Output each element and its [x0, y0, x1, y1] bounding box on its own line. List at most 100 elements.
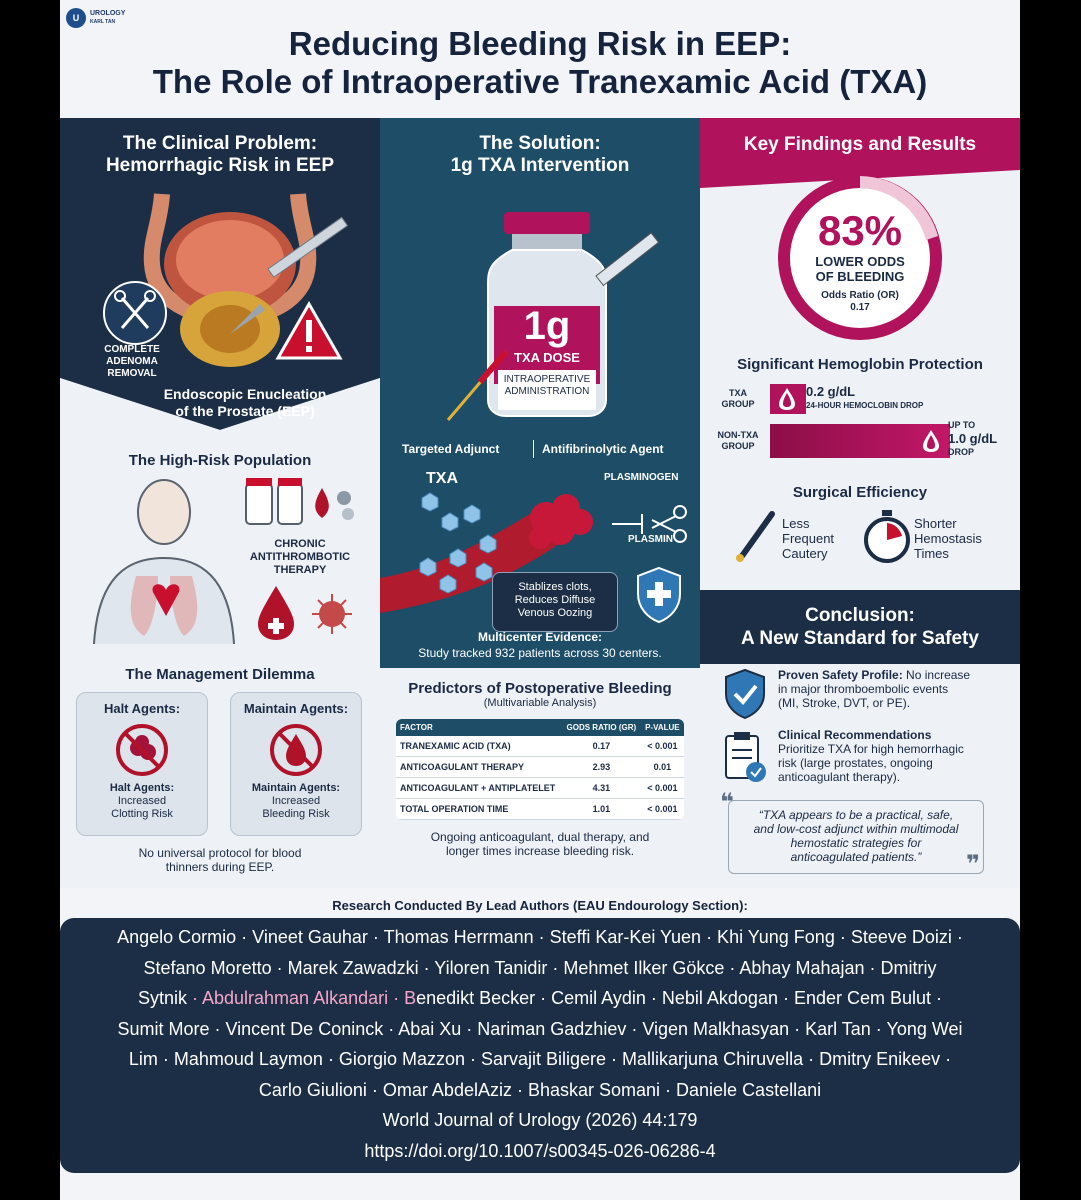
author-line: Sumit More · Vincent De Coninck · Abai X… — [117, 1018, 963, 1039]
logo-line2: KARL TAN — [90, 19, 116, 25]
efficiency-cautery: Less Frequent Cautery — [782, 516, 835, 561]
solution-panel: The Solution: 1g TXA Intervention 1g TXA… — [380, 118, 700, 888]
urology-logo: U UROLOGY KARL TAN — [66, 8, 125, 28]
table-cell: TRANEXAMIC ACID (TXA) — [396, 736, 562, 757]
table-header-row: FACTOR GODS RATIO (GR) P-VALUE — [396, 719, 684, 736]
medication-bottles-icon — [245, 478, 354, 525]
table-note: Ongoing anticoagulant, dual therapy, and… — [430, 830, 650, 858]
journal-citation: World Journal of Urology (2026) 44:179 — [382, 1110, 698, 1130]
table-row: ANTICOAGULANT + ANTIPLATELET 4.31 < 0.00… — [396, 777, 684, 799]
author-line: Stefano Moretto · Marek Zawadzki · Yilor… — [143, 957, 937, 978]
tag-targeted-adjunct: Targeted Adjunct — [402, 442, 500, 456]
table-cell: 1.01 — [561, 798, 641, 820]
high-risk-population-title: The High-Risk Population — [128, 452, 312, 469]
highlighted-author: · Abdulrahman Alkandari · B — [186, 988, 417, 1008]
conclusion-line1: Conclusion: — [805, 605, 915, 626]
tag-antifibrinolytic: Antifibrinolytic Agent — [542, 442, 664, 456]
doi-link[interactable]: https://doi.org/10.1007/s00345-026-06286… — [364, 1140, 716, 1161]
maintain-agents-title: Maintain Agents: — [243, 701, 349, 716]
findings-header-banner — [700, 118, 1020, 188]
problem-header-line1: The Clinical Problem: — [122, 133, 318, 154]
author-line: Lim · Mahmoud Laymon · Giorgio Mazzon · … — [128, 1049, 952, 1069]
needle-icon — [446, 350, 509, 421]
table-cell: < 0.001 — [640, 777, 684, 799]
blood-drop-icon — [923, 430, 939, 452]
plasminogen-label: PLASMINOGEN — [604, 472, 679, 483]
predictors-subtitle: (Multivariable Analysis) — [483, 697, 597, 709]
table-header: FACTOR — [396, 719, 562, 736]
non-txa-drop-value: 1.0 g/dL — [948, 431, 998, 446]
predictors-table: FACTOR GODS RATIO (GR) P-VALUE TRANEXAMI… — [396, 719, 684, 820]
odds-ring-icon — [778, 176, 942, 340]
halt-agents-title: Halt Agents: — [103, 701, 181, 716]
table-cell: ANTICOAGULANT + ANTIPLATELET — [396, 777, 562, 799]
safety-profile: Proven Safety Profile: No increase in ma… — [778, 668, 971, 710]
non-txa-group-label: NON-TXA GROUP — [717, 430, 759, 451]
blood-drop-icon — [779, 388, 795, 410]
vial-dose: 1g — [523, 304, 571, 348]
open-quote-icon: ❝ — [720, 789, 735, 816]
table-cell: 4.31 — [561, 777, 641, 799]
odds-label: LOWER ODDS OF BLEEDING — [815, 254, 905, 284]
non-txa-upto: UP TO — [948, 420, 976, 430]
dilemma-note: No universal protocol for blood thinners… — [138, 846, 302, 874]
author-line: Sytnik · Abdulrahman Alkandari · Benedik… — [137, 988, 943, 1008]
clinical-recommendations: Clinical Recommendations Prioritize TXA … — [778, 728, 964, 784]
table-cell: 0.17 — [561, 736, 641, 757]
table-cell: 2.93 — [561, 756, 641, 778]
txa-drop-sub: 24-HOUR HEMOCLOBIN DROP — [806, 401, 924, 410]
scissors-circle-icon — [103, 281, 167, 345]
quote-text: “TXA appears to be a practical, safe, an… — [753, 808, 959, 864]
conclusion-line2: A New Standard for Safety — [741, 628, 979, 649]
txa-group-label: TXA GROUP — [721, 388, 755, 409]
antithrombotic-therapy-label: CHRONIC ANTITHROMBOTIC THERAPY — [249, 538, 351, 576]
no-blood-drop-icon — [270, 724, 322, 776]
table-cell: < 0.001 — [640, 798, 684, 820]
management-dilemma-title: The Management Dilemma — [125, 666, 315, 683]
clot-effect-box: Stablizes clots, Reduces Diffuse Venous … — [492, 572, 618, 632]
halt-agents-card: Halt Agents: Halt Agents: Increased Clot… — [76, 692, 208, 836]
page-title-line2: The Role of Intraoperative Tranexamic Ac… — [152, 63, 928, 100]
problem-header-line2: Hemorrhagic Risk in EEP — [105, 155, 335, 176]
non-txa-drop-sub: DROP — [948, 447, 975, 457]
table-header: P-VALUE — [640, 719, 684, 736]
logo-line1: UROLOGY — [90, 10, 126, 17]
clinical-problem-panel: The Clinical Problem: Hemorrhagic Risk i… — [60, 118, 380, 888]
adenoma-label: COMPLETE ADENOMA REMOVAL — [104, 344, 160, 379]
vial-admin: INTRAOPERATIVE ADMINISTRATION — [503, 374, 591, 397]
stopwatch-icon — [864, 510, 910, 563]
table-row: TOTAL OPERATION TIME 1.01 < 0.001 — [396, 798, 684, 820]
table-cell: TOTAL OPERATION TIME — [396, 798, 562, 820]
odds-ratio: Odds Ratio (OR) 0.17 — [821, 290, 899, 313]
table-row: TRANEXAMIC ACID (TXA) 0.17 < 0.001 — [396, 736, 684, 757]
plasmin-label: PLASMIN — [628, 534, 673, 545]
clot-mechanism-illustration — [380, 492, 687, 613]
efficiency-hemostasis: Shorter Hemostasis Times — [914, 516, 982, 561]
author-line: Angelo Cormio · Vineet Gauhar · Thomas H… — [117, 927, 963, 947]
no-clot-icon — [116, 724, 168, 776]
predictors-section: Predictors of Postoperative Bleeding (Mu… — [380, 668, 700, 888]
txa-vial-icon — [487, 212, 660, 417]
authors-heading: Research Conducted By Lead Authors (EAU … — [332, 898, 748, 913]
halt-agents-text: Halt Agents: Increased Clotting Risk — [109, 782, 175, 820]
quote-box — [728, 800, 984, 874]
non-txa-drop-bar — [770, 424, 950, 458]
evidence-title: Multicenter Evidence: — [477, 630, 603, 644]
txa-drop-value: 0.2 g/dL — [806, 384, 856, 399]
table-row: ANTICOAGULANT THERAPY 2.93 0.01 — [396, 756, 684, 778]
predictors-title: Predictors of Postoperative Bleeding — [408, 680, 672, 697]
hemoglobin-title: Significant Hemoglobin Protection — [737, 356, 983, 373]
shield-plus-icon — [637, 566, 681, 624]
conclusion-banner: Conclusion: A New Standard for Safety — [700, 590, 1020, 664]
cautery-pen-icon — [736, 511, 775, 562]
authors-box: Angelo Cormio · Vineet Gauhar · Thomas H… — [60, 918, 1020, 1173]
eep-label: Endoscopic Enucleation of the Prostate (… — [163, 386, 327, 419]
author-line: Carlo Giulioni · Omar AbdelAziz · Bhaska… — [258, 1079, 822, 1100]
infographic-page: U UROLOGY KARL TAN Reducing Bleeding Ris… — [60, 0, 1020, 1200]
solution-header-line2: 1g TXA Intervention — [450, 155, 630, 176]
evidence-text: Study tracked 932 patients across 30 cen… — [418, 646, 662, 660]
findings-header: Key Findings and Results — [743, 134, 977, 155]
clipboard-check-icon — [725, 732, 766, 782]
efficiency-title: Surgical Efficiency — [792, 484, 928, 501]
vial-label: TXA DOSE — [514, 350, 580, 365]
